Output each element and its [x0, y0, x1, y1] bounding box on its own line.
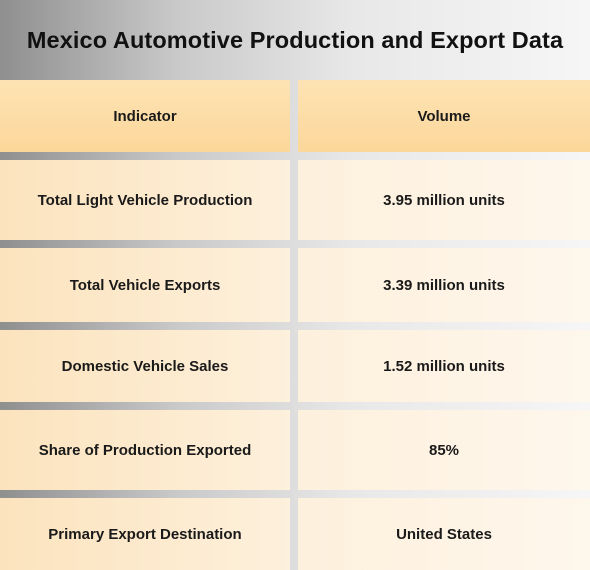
cell-indicator-domestic-sales: Domestic Vehicle Sales: [0, 330, 290, 402]
cell-volume-exports: 3.39 million units: [298, 248, 590, 322]
header-indicator: Indicator: [0, 80, 290, 152]
data-table: Indicator Volume Total Light Vehicle Pro…: [0, 80, 590, 570]
header-volume: Volume: [298, 80, 590, 152]
cell-volume-domestic-sales: 1.52 million units: [298, 330, 590, 402]
cell-volume-production: 3.95 million units: [298, 160, 590, 240]
page-title: Mexico Automotive Production and Export …: [26, 26, 564, 53]
cell-indicator-production: Total Light Vehicle Production: [0, 160, 290, 240]
cell-volume-share-exported: 85%: [298, 410, 590, 490]
cell-indicator-export-destination: Primary Export Destination: [0, 498, 290, 570]
cell-indicator-exports: Total Vehicle Exports: [0, 248, 290, 322]
cell-volume-export-destination: United States: [298, 498, 590, 570]
cell-indicator-share-exported: Share of Production Exported: [0, 410, 290, 490]
